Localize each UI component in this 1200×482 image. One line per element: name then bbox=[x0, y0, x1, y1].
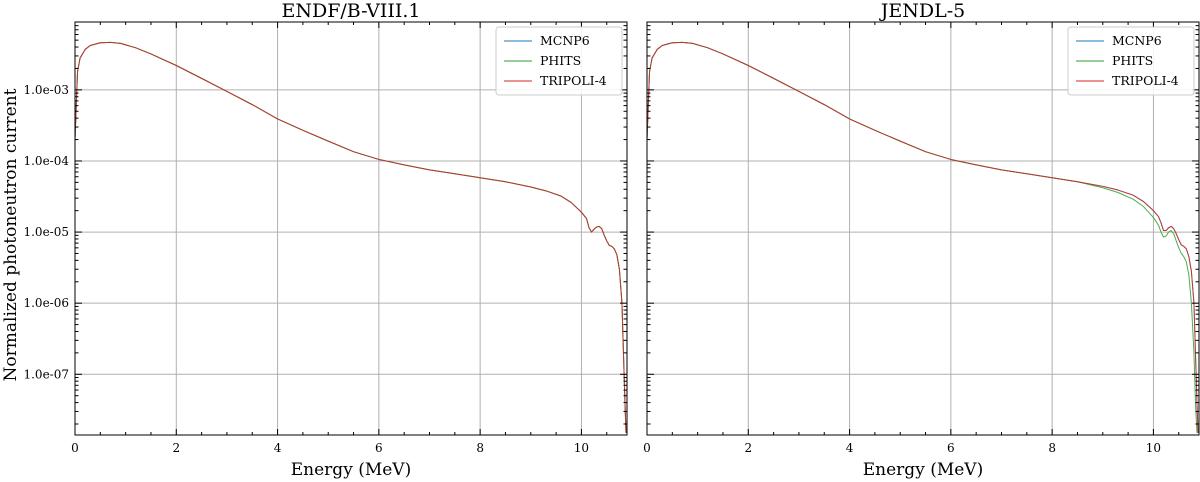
panel-right-series-tripoli-4 bbox=[647, 41, 1199, 433]
panel-left-ytick-label-4: 1.0e-07 bbox=[23, 367, 69, 381]
panel-left-series-tripoli-4 bbox=[75, 41, 627, 433]
panel-left-legend-label-2: TRIPOLI-4 bbox=[540, 73, 607, 88]
panel-right-title: JENDL-5 bbox=[879, 0, 965, 22]
panel-right-legend-box bbox=[1067, 26, 1195, 96]
panel-left-title: ENDF/B-VIII.1 bbox=[281, 0, 420, 22]
panel-right-x-axis-label: Energy (MeV) bbox=[863, 460, 983, 480]
panel-left-xtick-label-4: 8 bbox=[476, 441, 484, 455]
panel-left-xtick-label-0: 0 bbox=[71, 441, 79, 455]
panel-right-legend-label-0: MCNP6 bbox=[1112, 33, 1162, 48]
panel-right-legend: MCNP6 PHITS TRIPOLI-4 bbox=[1067, 26, 1195, 96]
panel-left-legend-label-1: PHITS bbox=[540, 53, 581, 68]
panel-right-xtick-label-1: 2 bbox=[744, 441, 752, 455]
y-axis-label: Normalized photoneutron current bbox=[1, 88, 21, 381]
panel-right-xtick-label-0: 0 bbox=[643, 441, 651, 455]
panel-right-xtick-label-4: 8 bbox=[1048, 441, 1056, 455]
panel-left-legend-label-0: MCNP6 bbox=[540, 33, 590, 48]
panel-left-xtick-label-1: 2 bbox=[172, 441, 180, 455]
panel-right: 0 2 4 6 8 10 JENDL-5 Energy (MeV) MCNP6 PHITS TRIP… bbox=[643, 0, 1200, 480]
panel-right-xtick-label-3: 6 bbox=[947, 441, 955, 455]
panel-right-legend-label-2: TRIPOLI-4 bbox=[1112, 73, 1179, 88]
panel-right-legend-label-1: PHITS bbox=[1112, 53, 1153, 68]
panel-left-xtick-label-2: 4 bbox=[274, 441, 282, 455]
panel-right-xtick-label-2: 4 bbox=[846, 441, 854, 455]
panel-left-ytick-label-2: 1.0e-05 bbox=[23, 225, 69, 239]
panel-right-xtick-label-5: 10 bbox=[1146, 441, 1161, 455]
panel-right-plot-frame bbox=[646, 21, 1200, 436]
panel-left-ytick-label-3: 1.0e-06 bbox=[23, 296, 69, 310]
panel-left-plot-frame bbox=[74, 21, 628, 436]
panel-left-xtick-label-5: 10 bbox=[574, 441, 589, 455]
panel-left-legend: MCNP6 PHITS TRIPOLI-4 bbox=[495, 26, 623, 96]
panel-left-ytick-label-0: 1.0e-03 bbox=[23, 83, 69, 97]
panel-left-xtick-label-3: 6 bbox=[375, 441, 383, 455]
panel-left-x-axis-label: Energy (MeV) bbox=[291, 460, 411, 480]
panel-left-ytick-label-1: 1.0e-04 bbox=[23, 154, 69, 168]
panel-left-legend-box bbox=[495, 26, 623, 96]
panel-left: 0 2 4 6 8 10 1.0e-03 1.0e-04 1.0e-05 1.0e-06 1.0e-… bbox=[23, 0, 628, 480]
